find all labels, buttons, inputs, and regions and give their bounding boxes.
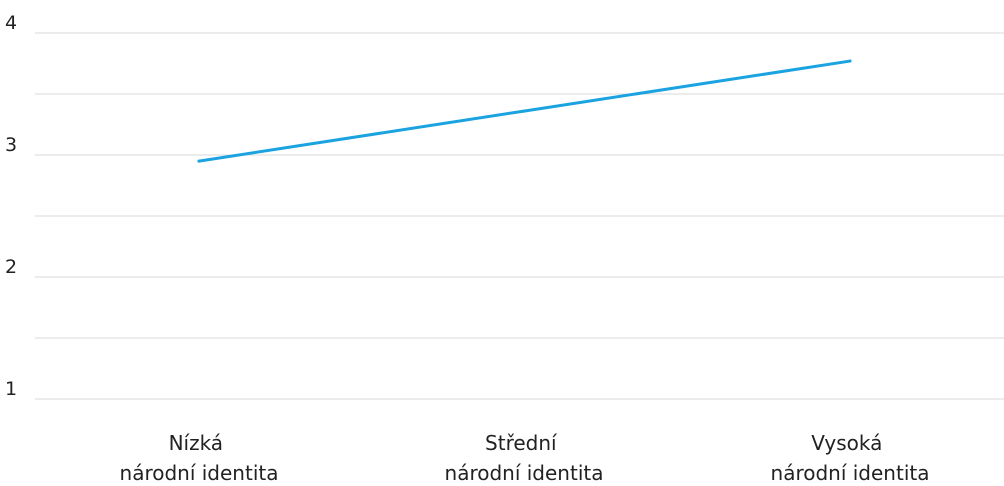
series [197, 59, 852, 163]
data-point-0-2 [848, 59, 852, 63]
y-tick-label-4: 4 [5, 12, 17, 34]
y-axis-tick-labels: 1 2 3 4 [5, 12, 17, 400]
x-category-label-high-line1: Vysoká [811, 431, 882, 455]
y-tick-label-3: 3 [5, 134, 17, 156]
x-category-label-low: Nízká národní identita [120, 431, 279, 485]
x-category-label-high: Vysoká národní identita [771, 431, 930, 485]
x-category-label-middle: Střední národní identita [445, 431, 604, 485]
x-category-label-middle-line1: Střední [485, 431, 558, 455]
y-tick-label-2: 2 [5, 256, 17, 278]
x-category-label-low-line1: Nízká [169, 431, 224, 455]
data-point-0-0 [197, 159, 201, 163]
data-point-0-1 [522, 109, 526, 113]
y-tick-label-1: 1 [5, 378, 17, 400]
x-category-label-high-line2: národní identita [771, 461, 930, 485]
x-category-label-low-line2: národní identita [120, 461, 279, 485]
x-axis-category-labels: Nízká národní identita Střední národní i… [120, 431, 930, 485]
x-category-label-middle-line2: národní identita [445, 461, 604, 485]
gridlines [35, 32, 1004, 400]
